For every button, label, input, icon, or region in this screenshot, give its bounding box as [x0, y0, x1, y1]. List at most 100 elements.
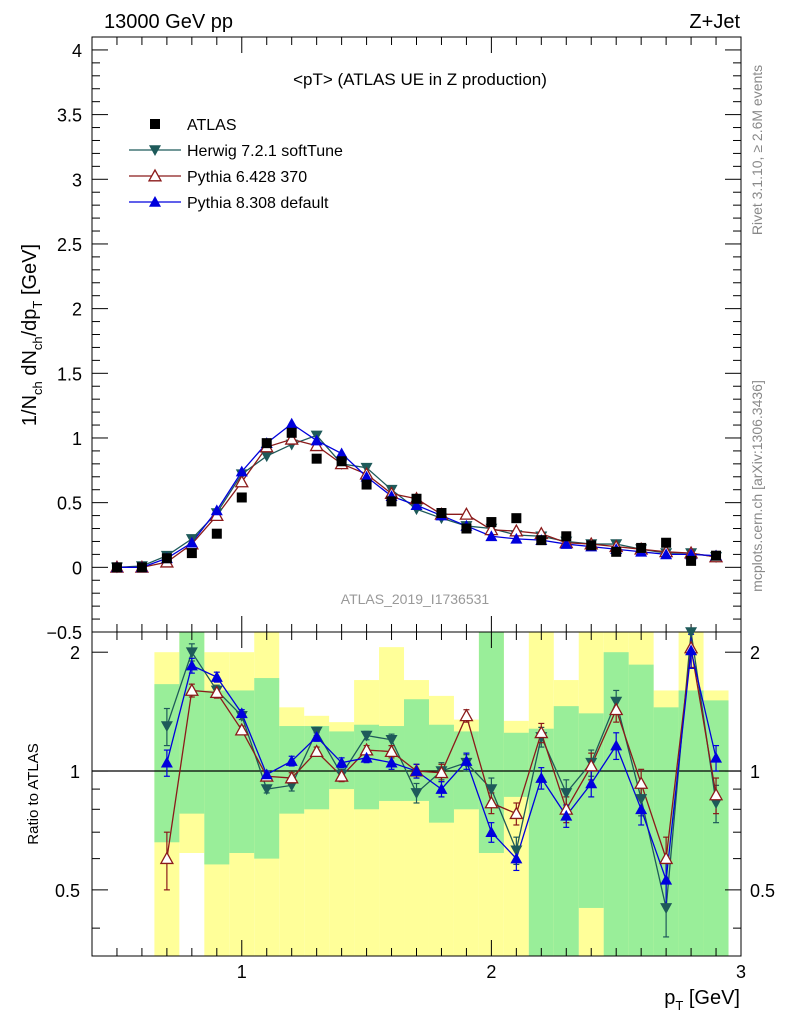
ratio-band-outer	[354, 680, 380, 956]
y-tick-label: 3.5	[57, 106, 82, 126]
marker-triangle-down	[410, 788, 423, 799]
marker-triangle-open	[384, 744, 399, 758]
marker-square	[436, 508, 447, 518]
marker-triangle-open	[659, 851, 674, 865]
marker-triangle-up	[385, 756, 398, 768]
y-tick-label: 1	[72, 429, 82, 449]
marker-triangle-up	[285, 417, 298, 429]
marker-triangle-open	[159, 851, 174, 865]
marker-triangle-up	[310, 730, 323, 742]
marker-triangle-open	[234, 474, 249, 488]
plot-title: <pT> (ATLAS UE in Z production)	[293, 70, 547, 89]
x-tick-label: 1	[237, 962, 247, 982]
marker-square	[511, 513, 522, 524]
y-tick-label: 2	[72, 300, 82, 320]
y-tick-label: 2.5	[57, 235, 82, 255]
marker-square	[186, 548, 197, 559]
marker-triangle-up	[485, 530, 498, 542]
marker-triangle-up	[210, 504, 223, 516]
y-axis-title-main: 1/Nch dNch/dpT [GeV]	[19, 244, 45, 426]
marker-triangle-up	[585, 777, 598, 789]
ratio-band-inner	[478, 632, 504, 853]
marker-triangle-open	[534, 725, 549, 739]
svg-text:pT [GeV]: pT [GeV]	[664, 987, 740, 1013]
marker-triangle-up	[535, 772, 548, 783]
marker-triangle-open	[184, 683, 199, 696]
ratio-uncertainty-bands	[154, 632, 729, 956]
ratio-band-inner	[553, 706, 579, 956]
marker-triangle-open	[147, 168, 163, 182]
marker-square	[536, 535, 547, 546]
marker-triangle-open	[309, 744, 324, 758]
marker-triangle-up	[235, 465, 248, 477]
marker-square	[150, 119, 160, 129]
marker-triangle-open	[459, 506, 474, 520]
marker-triangle-up	[510, 852, 523, 864]
legend-label: Herwig 7.2.1 softTune	[187, 143, 343, 160]
marker-triangle-up	[235, 707, 248, 719]
marker-triangle-up	[660, 548, 673, 560]
legend: ATLAS Herwig 7.2.1 softTune Pythia 6.428 3…	[129, 117, 343, 212]
ratio-y-tick-label-right: 0.5	[750, 881, 775, 901]
marker-triangle-down	[485, 784, 498, 796]
rivet-label: Rivet 3.1.10, ≥ 2.6M events	[749, 65, 765, 235]
marker-triangle-down	[660, 903, 673, 914]
marker-square	[636, 542, 647, 553]
ratio-y-tick-label-right: 1	[750, 762, 760, 782]
svg-text:1/Nch dNch/dpT [GeV]: 1/Nch dNch/dpT [GeV]	[19, 244, 45, 426]
marker-triangle-up	[149, 196, 161, 207]
marker-triangle-down	[635, 794, 648, 805]
marker-triangle-down	[610, 696, 623, 708]
marker-triangle-up	[185, 536, 198, 548]
legend-label: Pythia 8.308 default	[187, 195, 329, 212]
marker-triangle-up	[660, 873, 673, 885]
ratio-band-outer	[379, 647, 405, 956]
ratio-band-inner	[204, 690, 230, 865]
marker-square	[211, 528, 222, 539]
marker-square	[411, 493, 422, 504]
ratio-y-tick-label: 2	[70, 643, 80, 663]
y-tick-label: 0	[72, 558, 82, 578]
marker-triangle-up	[335, 756, 348, 768]
marker-triangle-open	[209, 685, 224, 699]
marker-triangle-up	[335, 447, 348, 459]
ratio-band-inner	[678, 690, 704, 956]
y-tick-label: 0.5	[57, 494, 82, 514]
legend-label: ATLAS	[187, 117, 237, 134]
y-tick-label: 4	[72, 41, 82, 61]
marker-triangle-down	[360, 730, 373, 742]
ratio-y-tick-label: 1	[70, 762, 80, 782]
process-label: Z+Jet	[689, 11, 740, 33]
marker-triangle-open	[708, 787, 724, 801]
marker-triangle-down	[149, 145, 161, 156]
marker-square	[711, 550, 722, 561]
marker-square	[336, 456, 347, 467]
marker-square	[286, 427, 297, 438]
marker-triangle-open	[334, 768, 349, 782]
marker-triangle-up	[510, 532, 523, 544]
marker-triangle-up	[410, 765, 423, 776]
marker-triangle-down	[260, 784, 273, 796]
marker-triangle-down	[560, 788, 573, 799]
marker-triangle-up	[410, 499, 423, 511]
analysis-watermark: ATLAS_2019_I1736531	[341, 591, 490, 607]
marker-square	[486, 517, 497, 528]
marker-square	[111, 562, 122, 573]
ratio-y-tick-label-right: 2	[750, 643, 760, 663]
marker-triangle-open	[484, 795, 499, 809]
marker-square	[686, 555, 697, 566]
ratio-band-inner	[279, 726, 305, 814]
marker-triangle-open	[284, 770, 299, 784]
energy-label: 13000 GeV pp	[104, 11, 233, 33]
marker-square	[561, 531, 572, 542]
ratio-series	[159, 627, 724, 938]
marker-triangle-open	[234, 722, 249, 736]
marker-square	[236, 492, 247, 503]
marker-triangle-up	[310, 434, 323, 446]
marker-triangle-up	[485, 826, 498, 837]
ratio-y-tick-label: 0.5	[55, 881, 80, 901]
marker-triangle-open	[634, 776, 649, 789]
y-tick-label: −0.5	[46, 623, 82, 643]
marker-triangle-up	[435, 783, 448, 794]
